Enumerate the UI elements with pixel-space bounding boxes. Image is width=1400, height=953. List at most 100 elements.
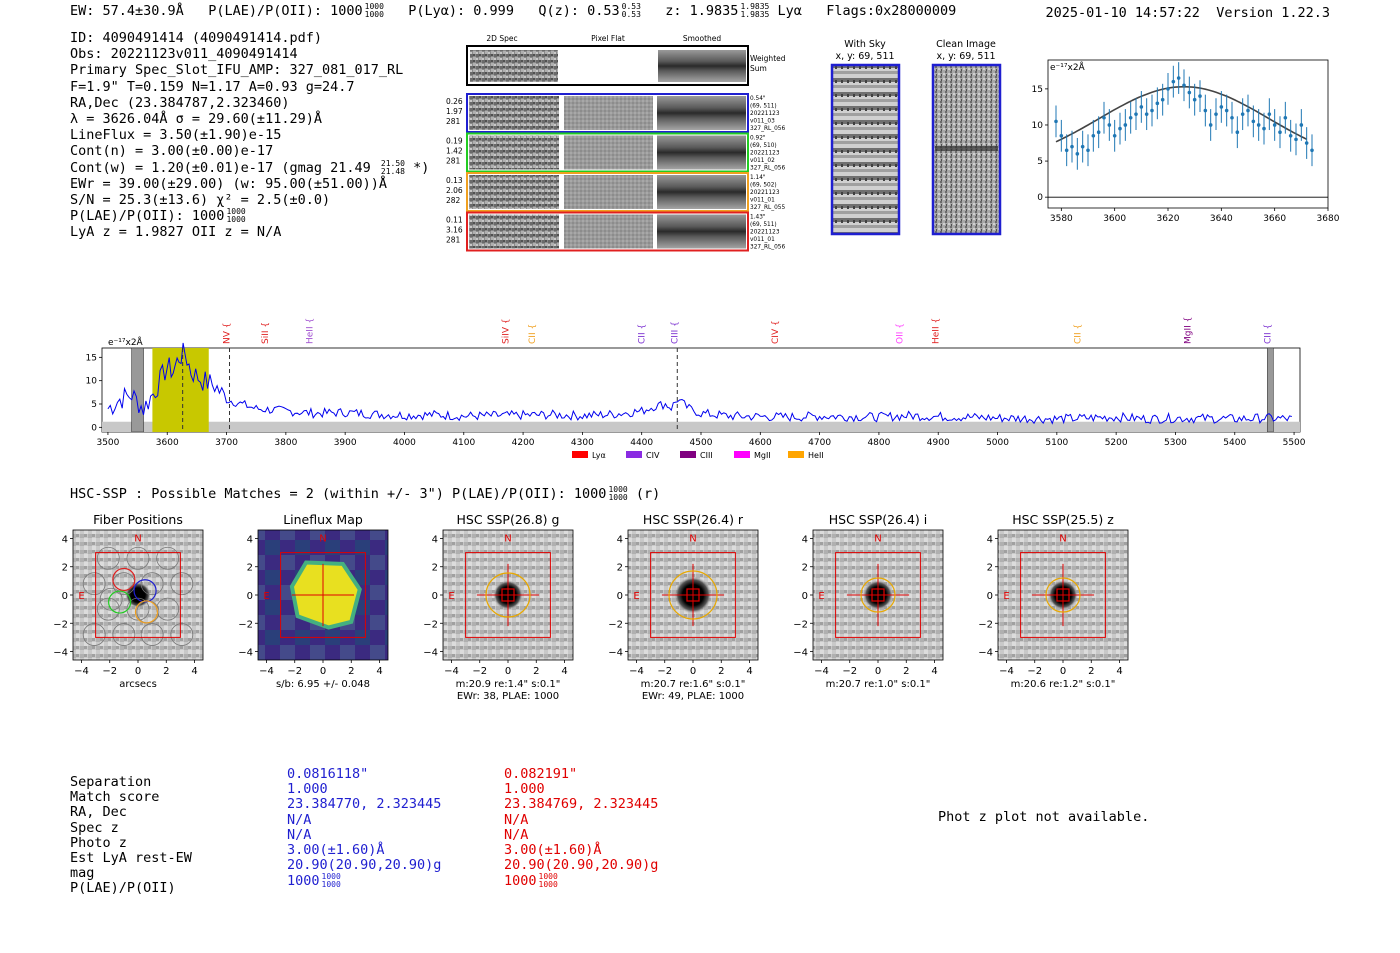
emission-line-label: CIV {: [771, 320, 781, 344]
cutout-note: (69, 511): [750, 104, 777, 110]
zoom-data-point: [1214, 112, 1218, 116]
zoom-data-point: [1198, 94, 1202, 98]
cutout-smoothed: [657, 175, 746, 209]
table-match-1: 0.0816118" 1.000 23.384770, 2.323445 N/A N/A…: [287, 766, 442, 890]
cutout-smoothed: [657, 96, 746, 130]
cutout-smoothed: [657, 135, 746, 170]
hsc-xtick-label: 4: [191, 666, 197, 677]
legend-label: HeII: [808, 451, 824, 460]
hsc-xtick-label: −2: [472, 666, 487, 677]
cutout-note: 20221123: [750, 111, 780, 117]
cutout-stat: 281: [446, 157, 461, 166]
cutout-note: (69, 502): [750, 183, 777, 189]
cutout-stat: 0.19: [446, 137, 463, 146]
info-radec: RA,Dec (23.384787,2.323460): [70, 94, 290, 111]
hsc-ytick-label: 4: [62, 534, 68, 545]
fiber-circle: [112, 572, 136, 596]
hsc-xtick-label: 0: [1060, 666, 1066, 677]
cutout-note: 327_RL_056: [750, 166, 785, 172]
spec-xtick-label: 5300: [1164, 438, 1187, 448]
fiber-circle: [82, 623, 106, 646]
cutout-pixel-flat: [564, 135, 653, 170]
timestamp: 2025-01-10 14:57:22 Version 1.22.3: [1046, 5, 1331, 21]
hsc-ytick-label: −2: [978, 619, 993, 630]
center-square: [871, 588, 885, 602]
hsc-xtick-label: −4: [259, 666, 274, 677]
cutout-2d-spec: [469, 96, 559, 130]
zoom-data-point: [1112, 134, 1117, 138]
zoom-data-point: [1182, 83, 1186, 88]
weighted-sum-smoothed: [658, 50, 746, 82]
aperture-box: [280, 552, 366, 638]
east-label: E: [818, 591, 824, 602]
zoom-data-point: [1139, 105, 1144, 109]
zoom-data-point: [1064, 148, 1069, 153]
hsc-panel-title: Fiber Positions: [93, 512, 183, 527]
info-sn: S/N = 25.3(±13.6) χ² = 2.5(±0.0): [70, 192, 331, 209]
emission-line-label: CIII {: [670, 321, 680, 344]
hsc-xtick-label: −2: [657, 666, 672, 677]
weighted-sum-2d: [470, 50, 558, 82]
spec-line: [107, 342, 1292, 425]
fiber-circle: [140, 572, 164, 596]
spec-xtick-label: 4100: [452, 438, 475, 448]
hsc-ytick-label: 4: [247, 534, 253, 545]
legend-swatch: [572, 451, 588, 458]
zoom-data-point: [1128, 115, 1133, 120]
cutout-stat: 282: [446, 196, 461, 205]
cutout-note: 327_RL_055: [750, 205, 785, 211]
header-flags: Flags:0x28000009: [826, 3, 957, 19]
cutout-stat: 0.11: [446, 216, 463, 225]
east-label: E: [448, 591, 454, 602]
spec-highlight-band: [152, 348, 209, 432]
cutout-stat: 2.06: [446, 186, 463, 195]
emission-line-label: SiIV {: [501, 318, 511, 344]
photz-message: Phot z plot not available.: [938, 809, 1150, 825]
spec-xtick-label: 4900: [927, 438, 950, 448]
cutout-stat: 3.16: [446, 226, 463, 235]
north-label: N: [504, 533, 511, 544]
legend-label: Lyα: [592, 451, 606, 460]
cutout-note: 20221123: [750, 151, 780, 157]
fiber-circle: [126, 597, 150, 621]
zoom-data-point: [1310, 148, 1314, 153]
spec-xtick-label: 4200: [512, 438, 535, 448]
hsc-xtick-label: 2: [163, 666, 169, 677]
spec-xtick-label: 5100: [1045, 438, 1068, 448]
table-value: N/A: [287, 826, 312, 843]
legend-swatch: [626, 451, 642, 458]
cutout-2d-spec: [469, 175, 559, 209]
header-z: z: 1.9835: [665, 3, 739, 19]
info-lyaz: LyA z = 1.9827 OII z = N/A: [70, 224, 282, 241]
hsc-ytick-label: −4: [423, 648, 438, 659]
info-lineflux: LineFlux = 3.50(±1.90)e-15: [70, 127, 282, 144]
table-labels: Separation Match score RA, Dec Spec z Photo …: [70, 774, 192, 897]
emission-line-label: MgII {: [1183, 317, 1193, 344]
hsc-xtick-label: −4: [814, 666, 829, 677]
zoom-data-point: [1219, 105, 1224, 109]
zoom-data-point: [1176, 76, 1181, 80]
zoom-data-point: [1251, 119, 1256, 124]
spec-xtick-label: 4600: [749, 438, 772, 448]
table-value: 23.384770, 2.323445: [287, 796, 442, 813]
zoom-data-point: [1155, 101, 1160, 106]
hsc-xtick-label: −2: [842, 666, 857, 677]
cutout-stat: 0.26: [446, 97, 463, 106]
zoom-data-point: [1192, 97, 1197, 102]
hsc-ytick-label: −4: [978, 648, 993, 659]
fiber-circle: [82, 572, 106, 596]
spec-noise-band: [102, 421, 1300, 432]
table-value: N/A: [287, 811, 312, 828]
cutout-note: (69, 510): [750, 143, 777, 149]
zoom-xtick-label: 3640: [1210, 214, 1233, 224]
spec-xtick-label: 5400: [1223, 438, 1246, 448]
zoom-data-point: [1150, 108, 1154, 113]
zoom-data-point: [1187, 90, 1192, 95]
header-summary: EW: 57.4±30.9Å P(LAE)/P(OII): 1000 1000 10…: [70, 3, 957, 20]
zoom-data-point: [1123, 123, 1128, 127]
hsc-panel-title: HSC SSP(26.4) i: [829, 512, 927, 527]
zoom-data-point: [1054, 119, 1058, 124]
table-label: P(LAE)/P(OII): [70, 880, 176, 897]
legend-swatch: [680, 451, 696, 458]
zoom-data-point: [1208, 123, 1213, 127]
